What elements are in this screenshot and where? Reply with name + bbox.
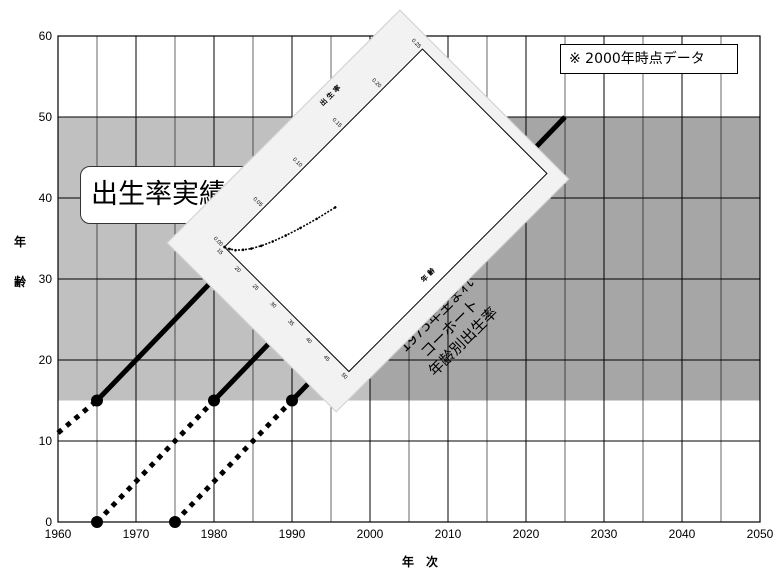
x-tick-label: 2010 <box>435 527 462 541</box>
cohort-line-dotted-1965 <box>95 398 216 524</box>
inset-point <box>271 240 275 243</box>
inset-point <box>223 245 226 249</box>
inset-y-ticks: 0.00 0.05 0.10 0.15 0.20 0.25 <box>212 38 422 248</box>
y-tick-label: 30 <box>39 272 53 286</box>
y-tick-label: 10 <box>39 434 53 448</box>
y-axis-ticks: 0 10 20 30 40 50 60 <box>39 29 53 529</box>
inset-point <box>333 206 337 209</box>
x-tick-label: 2020 <box>513 527 540 541</box>
inset-point <box>250 247 253 250</box>
inset-x-tick-label: 20 <box>233 266 242 275</box>
y-tick-label: 60 <box>39 29 53 43</box>
inset-x-tick-label: 40 <box>304 337 313 346</box>
cohort-marker <box>169 516 181 528</box>
cohort-line-dotted-1950 <box>56 398 99 435</box>
inset-chart-card: 0.00 0.05 0.10 0.15 0.20 0.25 15 20 25 30 35 40 45 5… <box>166 9 570 413</box>
inset-y-axis-title: 出 生 率 <box>318 83 343 108</box>
y-axis-title-top: 年 <box>14 234 26 249</box>
x-tick-label: 1970 <box>123 527 150 541</box>
x-tick-label: 2030 <box>591 527 618 541</box>
x-tick-label: 2040 <box>669 527 696 541</box>
inset-point <box>284 234 288 237</box>
inset-y-tick-label: 0.10 <box>291 157 303 169</box>
x-tick-label: 2000 <box>357 527 384 541</box>
x-tick-label: 1960 <box>45 527 72 541</box>
inset-y-tick-label: 0.25 <box>410 38 422 50</box>
inset-point <box>234 248 237 252</box>
y-tick-label: 0 <box>45 515 52 529</box>
cohort-marker <box>91 516 103 528</box>
inset-x-tick-label: 15 <box>215 248 224 257</box>
x-tick-label: 2050 <box>747 527 774 541</box>
cohort-marker <box>208 394 220 407</box>
inset-plot-area <box>223 48 548 373</box>
inset-x-tick-label: 50 <box>340 372 349 381</box>
inset-y-tick-label: 0.20 <box>370 78 382 90</box>
x-axis-title: 年 次 <box>402 554 438 569</box>
inset-x-tick-label: 25 <box>251 283 260 292</box>
inset-x-ticks: 15 20 25 30 35 40 45 50 <box>215 248 348 381</box>
x-tick-label: 1990 <box>279 527 306 541</box>
inset-point <box>241 248 245 252</box>
y-axis-title-bottom: 齢 <box>14 274 27 289</box>
inset-y-tick-label: 0.15 <box>331 117 343 129</box>
inset-point <box>299 226 302 230</box>
inset-x-tick-label: 45 <box>322 354 331 363</box>
inset-point <box>228 247 231 251</box>
y-tick-label: 40 <box>39 191 53 205</box>
inset-point <box>315 217 318 221</box>
cohort-marker <box>286 394 298 407</box>
data-note-box: ※ 2000年時点データ <box>560 44 738 74</box>
inset-y-tick-label: 0.05 <box>252 196 264 208</box>
data-note-text: ※ 2000年時点データ <box>569 51 705 67</box>
y-tick-label: 20 <box>39 353 53 367</box>
cohort-line-dotted-1975 <box>173 398 294 524</box>
inset-y-tick-label: 0.00 <box>212 236 224 248</box>
cohort-marker <box>91 394 103 407</box>
cohort-markers <box>91 394 298 528</box>
x-tick-label: 1980 <box>201 527 228 541</box>
y-tick-label: 50 <box>39 110 53 124</box>
inset-x-tick-label: 35 <box>286 319 295 328</box>
inset-point <box>259 244 263 248</box>
x-axis-ticks: 1960 1970 1980 1990 2000 2010 2020 2030 2040 2050 <box>45 527 774 541</box>
inset-chart: 0.00 0.05 0.10 0.15 0.20 0.25 15 20 25 30 35 40 45 5… <box>212 38 548 381</box>
inset-fertility-curve <box>223 206 337 252</box>
inset-x-tick-label: 30 <box>269 301 278 310</box>
